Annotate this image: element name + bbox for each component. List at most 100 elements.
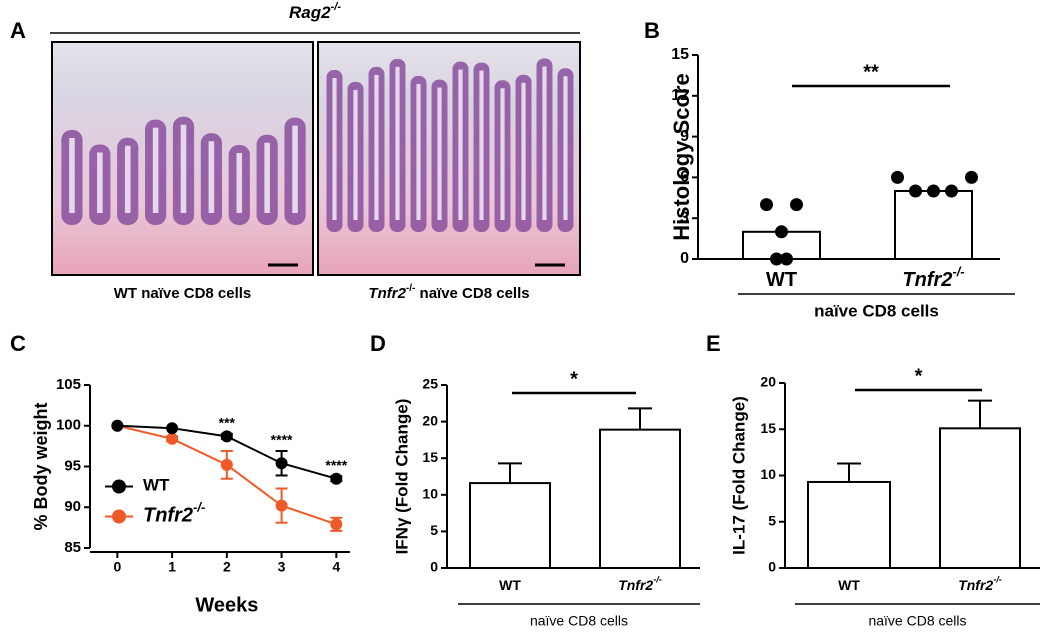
- y-tick-label: 5: [430, 522, 438, 538]
- panel-letter: A: [10, 18, 26, 43]
- y-axis-label: % Body weight: [31, 402, 51, 530]
- group-label: naïve CD8 cells: [814, 301, 939, 320]
- panel-letter: D: [370, 331, 386, 356]
- category-text: Tnfr2: [902, 269, 952, 291]
- data-point: [166, 432, 179, 445]
- y-tick-label: 6: [680, 169, 689, 186]
- y-tick-label: 105: [56, 376, 81, 393]
- x-tick-label: 2: [223, 559, 231, 575]
- legend-marker: [112, 479, 126, 494]
- y-tick-label: 100: [56, 417, 81, 434]
- significance-label: *: [570, 368, 578, 390]
- crypt-lumen: [458, 69, 463, 220]
- crypt-lumen: [563, 76, 568, 221]
- x-tick-label: 4: [332, 559, 340, 575]
- y-tick-label: 20: [760, 374, 776, 390]
- category-sup: -/-: [653, 575, 662, 585]
- x-tick-label: WT: [499, 577, 521, 593]
- x-tick-label: WT: [838, 577, 860, 593]
- crypt-lumen: [479, 70, 484, 220]
- data-point: [891, 170, 904, 184]
- y-tick-label: 10: [422, 486, 438, 502]
- panel-letter: C: [10, 331, 26, 356]
- crypt-lumen: [521, 82, 526, 220]
- caption-part: naïve CD8 cells: [415, 285, 529, 302]
- y-tick-label: 95: [64, 457, 81, 474]
- panel-letter: B: [644, 18, 660, 43]
- y-axis-label: Histology Score: [669, 73, 694, 240]
- data-point: [909, 184, 922, 198]
- x-tick-label: Tnfr2-/-: [958, 575, 1002, 593]
- data-point: [275, 457, 288, 470]
- crypt-lumen: [124, 145, 131, 213]
- y-tick-label: 12: [671, 87, 689, 104]
- data-point: [790, 198, 803, 212]
- y-tick-label: 10: [760, 466, 776, 482]
- data-point: [330, 518, 343, 531]
- data-point: [945, 184, 958, 198]
- bar: [894, 190, 973, 260]
- crypt-lumen: [353, 89, 358, 220]
- caption-part: Tnfr2: [368, 285, 406, 302]
- caption-part: -/-: [406, 283, 415, 294]
- panel-letter: E: [706, 331, 721, 356]
- data-point: [775, 225, 788, 239]
- data-point: [965, 170, 978, 184]
- legend-text: Tnfr2: [143, 505, 193, 527]
- crypt-lumen: [69, 138, 75, 213]
- y-tick-label: 3: [680, 209, 689, 226]
- y-tick-label: 0: [430, 559, 438, 575]
- crypt-lumen: [332, 78, 337, 220]
- bar: [807, 480, 891, 570]
- legend-marker: [112, 509, 126, 524]
- annotation: ****: [271, 432, 293, 448]
- category-text: WT: [766, 269, 797, 291]
- x-axis-label: Weeks: [195, 594, 258, 616]
- y-tick-label: 15: [760, 420, 776, 436]
- data-point: [760, 198, 773, 212]
- category-sup: -/-: [952, 264, 964, 279]
- crypt-lumen: [180, 124, 187, 213]
- x-tick-label: Tnfr2-/-: [902, 264, 964, 291]
- data-point: [275, 499, 288, 512]
- crypt-lumen: [374, 74, 379, 221]
- significance-label: *: [915, 365, 923, 387]
- image-caption: WT naïve CD8 cells: [114, 285, 252, 302]
- y-tick-label: 15: [422, 449, 438, 465]
- data-point: [927, 184, 940, 198]
- y-axis-label: IFNγ (Fold Change): [392, 399, 411, 555]
- y-tick-label: 25: [422, 376, 438, 392]
- crypt-lumen: [500, 88, 505, 221]
- data-point: [220, 458, 233, 471]
- legend-label: WT: [143, 476, 170, 495]
- annotation: ****: [325, 457, 347, 473]
- legend-sup: -/-: [193, 500, 205, 515]
- crypt-lumen: [395, 66, 400, 220]
- crypt-lumen: [416, 83, 421, 221]
- title-text: Rag2: [289, 3, 331, 22]
- y-tick-label: 0: [680, 250, 689, 267]
- x-tick-label: 1: [168, 559, 176, 575]
- category-text: WT: [499, 577, 521, 593]
- crypt-lumen: [264, 142, 270, 213]
- crypt-lumen: [542, 66, 547, 220]
- y-tick-label: 20: [422, 412, 438, 428]
- data-point: [220, 430, 233, 443]
- crypt-lumen: [152, 127, 159, 213]
- category-text: WT: [838, 577, 860, 593]
- y-tick-label: 9: [680, 128, 689, 145]
- bar: [939, 427, 1021, 570]
- crypt-lumen: [292, 125, 298, 213]
- y-tick-label: 0: [768, 559, 776, 575]
- legend-label: Tnfr2-/-: [143, 500, 205, 527]
- y-tick-label: 90: [64, 498, 81, 515]
- x-tick-label: 3: [278, 559, 286, 575]
- group-label: naïve CD8 cells: [530, 613, 628, 629]
- data-point: [111, 419, 124, 432]
- crypt-lumen: [236, 152, 243, 213]
- x-tick-label: Tnfr2-/-: [618, 575, 662, 593]
- image-caption: Tnfr2-/- naïve CD8 cells: [368, 283, 529, 302]
- group-label: naïve CD8 cells: [868, 613, 966, 629]
